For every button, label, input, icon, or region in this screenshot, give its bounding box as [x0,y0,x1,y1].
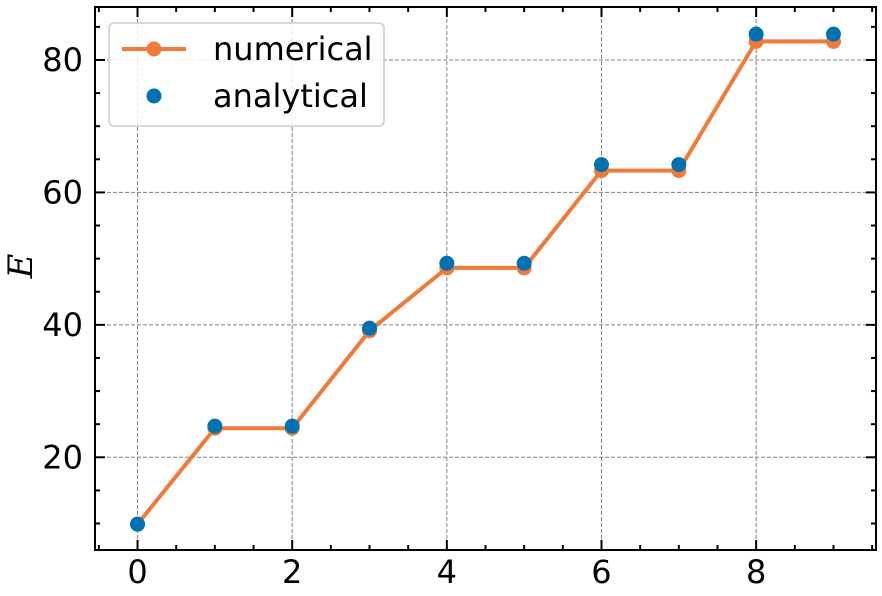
analytical-point [748,26,764,42]
analytical-point [825,26,841,42]
y-axis-label: E [1,253,41,279]
tick-labels: 0 2 4 6 8 20 40 60 80 [42,41,766,591]
legend-marker-numerical [146,41,162,57]
analytical-point [439,255,455,271]
analytical-point [516,255,532,271]
y-tick-label: 20 [42,438,83,476]
legend-label-numerical: numerical [213,30,373,68]
analytical-point [284,418,300,434]
y-tick-label: 60 [42,173,83,211]
x-tick-label: 2 [282,553,302,591]
y-tick-label: 40 [42,306,83,344]
axis-ticks [95,7,876,550]
x-tick-label: 6 [591,553,611,591]
analytical-point [130,516,146,532]
y-tick-label: 80 [42,41,83,79]
x-tick-label: 0 [127,553,147,591]
numerical-series-line [135,39,834,526]
analytical-point [593,157,609,173]
legend-label-analytical: analytical [213,77,368,115]
analytical-point [362,320,378,336]
legend: numerical analytical [108,22,385,127]
analytical-point [207,418,223,434]
analytical-point [671,157,687,173]
x-tick-label: 8 [746,553,766,591]
legend-marker-analytical [146,88,162,104]
series-layer [130,26,841,532]
x-tick-label: 4 [437,553,457,591]
